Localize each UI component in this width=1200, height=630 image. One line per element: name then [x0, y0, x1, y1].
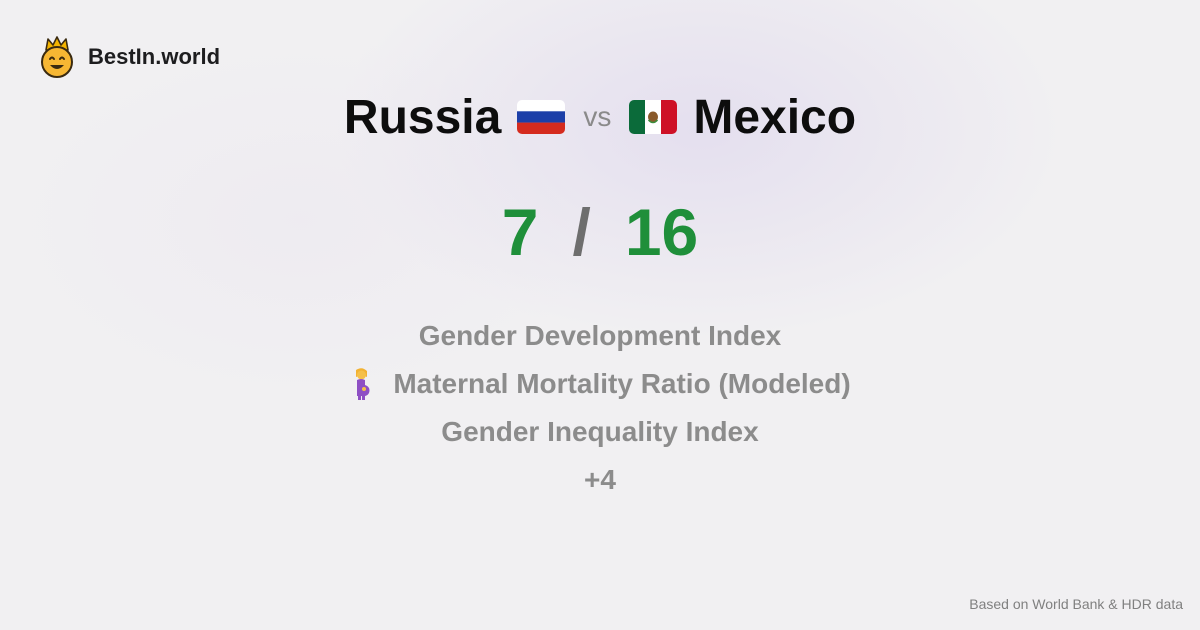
score-separator: / [572, 195, 591, 269]
metric-list: Gender Development Index Maternal Mortal… [0, 312, 1200, 504]
metric-item: Gender Development Index [0, 312, 1200, 360]
metric-label: Gender Development Index [418, 320, 782, 351]
mexico-flag-icon [629, 100, 678, 134]
crown-smiley-icon [41, 36, 73, 78]
country-left-name[interactable]: Russia [343, 90, 502, 144]
vs-separator: vs [583, 101, 612, 132]
more-metrics-count: +4 [0, 456, 1200, 504]
metric-item: Maternal Mortality Ratio (Modeled) [0, 360, 1200, 408]
pregnant-woman-icon [356, 368, 370, 400]
metric-item: Gender Inequality Index [0, 408, 1200, 456]
score-row: 7 / 16 [0, 194, 1200, 270]
score-right: 16 [624, 195, 699, 269]
metric-label: Gender Inequality Index [441, 416, 759, 447]
brand[interactable]: BestIn.world [38, 36, 220, 78]
comparison-title: Russia vs Mexico [0, 86, 1200, 148]
metric-label: +4 [584, 464, 616, 495]
brand-name: BestIn.world [88, 44, 221, 69]
metric-label: Maternal Mortality Ratio (Modeled) [393, 368, 851, 399]
data-source-note: Based on World Bank & HDR data [969, 596, 1183, 612]
score-left: 7 [501, 195, 539, 269]
country-right-name[interactable]: Mexico [693, 90, 857, 144]
russia-flag-icon [517, 100, 566, 134]
